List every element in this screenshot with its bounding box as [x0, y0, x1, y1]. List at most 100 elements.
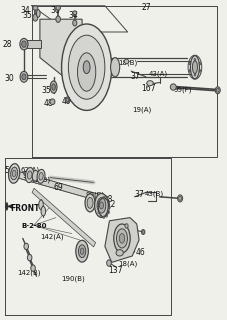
Ellipse shape	[116, 229, 127, 248]
Ellipse shape	[65, 97, 69, 103]
Ellipse shape	[190, 56, 199, 79]
Text: 36: 36	[50, 6, 60, 15]
Ellipse shape	[24, 243, 28, 250]
Circle shape	[193, 59, 195, 61]
Text: 49: 49	[61, 97, 71, 106]
Text: 95: 95	[22, 171, 32, 180]
Ellipse shape	[32, 170, 38, 181]
Polygon shape	[32, 188, 95, 247]
Text: 99(F): 99(F)	[173, 87, 191, 93]
Ellipse shape	[146, 81, 153, 86]
Text: 35: 35	[23, 11, 32, 20]
Ellipse shape	[68, 35, 104, 99]
Ellipse shape	[110, 58, 119, 77]
Text: 132: 132	[101, 200, 115, 209]
Ellipse shape	[52, 84, 55, 90]
Ellipse shape	[107, 211, 109, 214]
Circle shape	[198, 62, 200, 65]
Ellipse shape	[61, 24, 111, 110]
Text: 28: 28	[2, 40, 12, 49]
Text: 27: 27	[141, 4, 150, 12]
Text: 138: 138	[98, 195, 112, 204]
Ellipse shape	[22, 41, 26, 47]
Ellipse shape	[119, 234, 124, 243]
Text: 18(B): 18(B)	[118, 59, 137, 66]
Ellipse shape	[75, 240, 88, 262]
Text: 190(B): 190(B)	[61, 276, 85, 282]
Text: 137: 137	[108, 266, 123, 275]
Ellipse shape	[27, 171, 32, 179]
Ellipse shape	[97, 198, 105, 213]
Ellipse shape	[105, 215, 107, 217]
Ellipse shape	[177, 195, 182, 202]
Ellipse shape	[102, 196, 104, 199]
Text: B-2-80: B-2-80	[22, 223, 47, 228]
Text: 142(A): 142(A)	[40, 234, 63, 240]
Circle shape	[193, 73, 195, 76]
Polygon shape	[40, 19, 82, 77]
Ellipse shape	[97, 201, 99, 204]
Text: 37: 37	[134, 190, 144, 199]
Ellipse shape	[113, 224, 130, 253]
Ellipse shape	[41, 206, 45, 216]
Circle shape	[198, 70, 200, 72]
Ellipse shape	[50, 99, 55, 105]
Text: 99(B): 99(B)	[85, 192, 104, 198]
Text: 48: 48	[43, 99, 53, 108]
Text: 62(A): 62(A)	[20, 166, 39, 173]
Text: 50: 50	[5, 166, 14, 175]
Ellipse shape	[8, 164, 20, 183]
Text: 43(B): 43(B)	[144, 191, 163, 197]
Polygon shape	[6, 203, 8, 210]
Text: 37: 37	[129, 72, 139, 81]
Ellipse shape	[94, 193, 108, 218]
Ellipse shape	[141, 229, 144, 235]
Circle shape	[188, 62, 190, 65]
Ellipse shape	[72, 11, 76, 15]
Ellipse shape	[85, 194, 95, 212]
Ellipse shape	[106, 260, 111, 266]
Polygon shape	[104, 218, 138, 262]
Ellipse shape	[78, 245, 85, 258]
Ellipse shape	[36, 10, 40, 17]
Ellipse shape	[27, 254, 32, 261]
Text: 34: 34	[68, 12, 78, 20]
Text: FRONT: FRONT	[10, 204, 39, 213]
Ellipse shape	[20, 38, 28, 50]
Ellipse shape	[102, 216, 104, 219]
Ellipse shape	[105, 197, 107, 200]
Ellipse shape	[39, 200, 43, 210]
Text: 62(B): 62(B)	[32, 177, 51, 183]
Ellipse shape	[99, 215, 101, 217]
Text: 19(A): 19(A)	[132, 107, 151, 113]
Ellipse shape	[83, 61, 90, 74]
Ellipse shape	[124, 224, 128, 228]
Text: 35: 35	[41, 86, 51, 95]
Text: 34: 34	[20, 6, 30, 15]
Ellipse shape	[22, 74, 26, 80]
Ellipse shape	[33, 14, 38, 21]
Text: 43(A): 43(A)	[148, 71, 167, 77]
Ellipse shape	[25, 167, 34, 183]
Text: 36: 36	[86, 53, 96, 62]
Text: 84: 84	[126, 246, 135, 255]
Ellipse shape	[33, 6, 38, 10]
Ellipse shape	[12, 170, 16, 177]
Ellipse shape	[31, 265, 35, 271]
Ellipse shape	[97, 206, 99, 209]
Text: 142(B): 142(B)	[17, 269, 40, 276]
Ellipse shape	[20, 71, 28, 82]
Ellipse shape	[124, 59, 128, 64]
Ellipse shape	[11, 167, 17, 180]
Text: 167: 167	[141, 84, 155, 93]
Ellipse shape	[108, 206, 110, 209]
Ellipse shape	[39, 172, 43, 180]
Ellipse shape	[99, 202, 103, 209]
Ellipse shape	[80, 248, 84, 254]
Text: 30: 30	[5, 74, 14, 83]
Text: 46: 46	[135, 248, 145, 257]
Ellipse shape	[97, 211, 99, 214]
Text: 18(A): 18(A)	[118, 261, 137, 267]
Polygon shape	[11, 170, 107, 203]
Ellipse shape	[192, 61, 197, 74]
